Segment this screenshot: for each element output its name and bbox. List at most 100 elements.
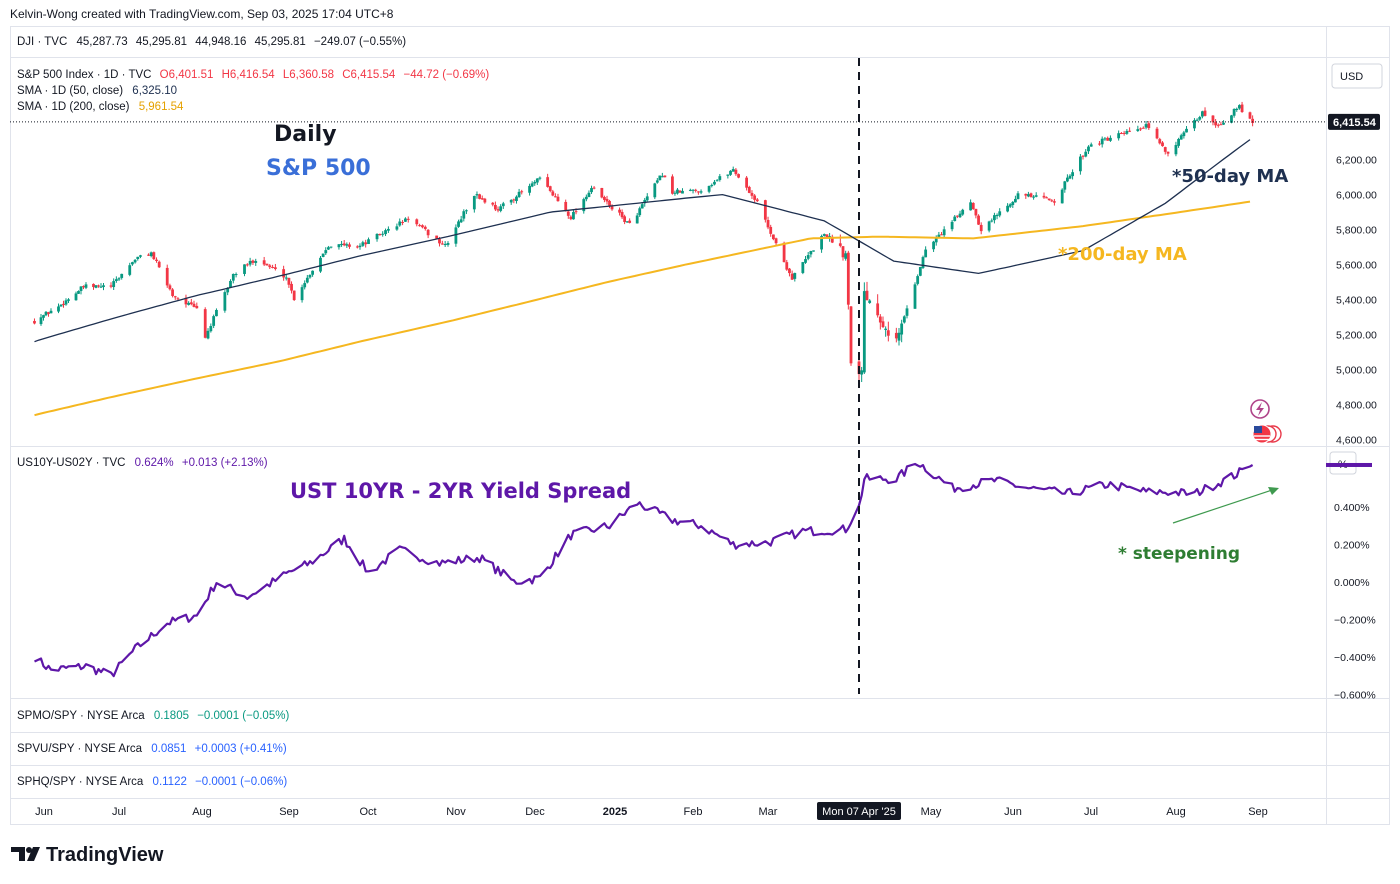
candle-body xyxy=(838,243,842,246)
sma50-value: 6,325.10 xyxy=(132,85,177,97)
tradingview-logo[interactable]: TradingView xyxy=(11,844,164,866)
candle-body xyxy=(300,287,304,301)
candle-body xyxy=(268,265,272,268)
time-tick-label: Dec xyxy=(525,806,545,818)
sma200-line xyxy=(34,200,1251,417)
candle-body xyxy=(653,183,657,198)
candle-body xyxy=(934,237,938,243)
time-tick-label: Sep xyxy=(279,806,299,818)
candle-body xyxy=(894,332,898,339)
candle-body xyxy=(189,302,193,305)
candle-body xyxy=(825,234,829,239)
candle-body xyxy=(569,216,573,220)
candle-body xyxy=(229,280,232,288)
candle-body xyxy=(327,247,330,250)
candlesticks xyxy=(33,101,1255,384)
candle-body xyxy=(553,196,557,198)
candle-body xyxy=(1034,195,1038,197)
candle-body xyxy=(731,169,735,172)
candle-body xyxy=(117,278,121,280)
candle-body xyxy=(1063,181,1067,190)
candle-body xyxy=(1136,129,1140,131)
candle-body xyxy=(128,265,132,275)
time-tick-label: Oct xyxy=(359,806,376,818)
candle-body xyxy=(515,196,518,202)
candle-body xyxy=(395,226,399,230)
candle-body xyxy=(737,174,740,178)
ratio-symbol: SPMO/SPY · NYSE Arca xyxy=(17,710,145,722)
candle-body xyxy=(678,190,682,193)
candle-body xyxy=(1195,119,1199,121)
us-flag-icon[interactable] xyxy=(1252,424,1282,444)
trend-arrow xyxy=(1172,487,1279,524)
spread-legend[interactable]: US10Y-US02Y · TVC 0.624% +0.013 (+2.13%) xyxy=(17,457,268,469)
candle-body xyxy=(209,326,213,332)
candle-body xyxy=(913,284,917,309)
ratio-pane-spmo[interactable]: SPMO/SPY · NYSE Arca 0.1805 −0.0001 (−0.… xyxy=(17,710,289,722)
candle-body xyxy=(483,198,487,203)
time-tick-label: Jun xyxy=(1004,806,1022,818)
candle-body xyxy=(924,249,928,258)
price-tick-label: 5,400.00 xyxy=(1336,295,1377,307)
candle-body xyxy=(574,211,578,213)
candle-body xyxy=(623,216,627,223)
candle-body xyxy=(418,225,422,227)
candle-body xyxy=(438,239,441,244)
candle-body xyxy=(99,286,103,288)
ratio-pane-sphq[interactable]: SPHQ/SPY · NYSE Arca 0.1122 −0.0001 (−0.… xyxy=(17,776,287,788)
candle-body xyxy=(282,269,286,278)
dji-pane-legend[interactable]: DJI · TVC 45,287.73 45,295.81 44,948.16 … xyxy=(17,36,406,48)
candle-body xyxy=(1081,155,1085,157)
candle-body xyxy=(62,303,65,306)
candle-body xyxy=(793,272,797,279)
candle-body xyxy=(755,199,759,202)
candle-body xyxy=(386,228,390,231)
price-tick-label: 5,600.00 xyxy=(1336,260,1377,272)
candle-body xyxy=(287,277,291,285)
price-tick-label: 5,200.00 xyxy=(1336,330,1377,342)
candle-body xyxy=(1117,133,1121,139)
spx-close: C6,415.54 xyxy=(342,69,396,81)
pane-borders xyxy=(10,26,1390,825)
candle-body xyxy=(212,316,216,326)
ratio-symbol: SPHQ/SPY · NYSE Arca xyxy=(17,776,144,788)
candle-body xyxy=(961,209,965,215)
candle-body xyxy=(187,302,191,305)
candle-body xyxy=(1141,127,1145,129)
candle-body xyxy=(1011,201,1015,206)
candle-body xyxy=(715,180,719,182)
candle-body xyxy=(608,200,611,206)
ratio-pane-spvu[interactable]: SPVU/SPY · NYSE Arca 0.0851 +0.0003 (+0.… xyxy=(17,743,287,755)
candle-body xyxy=(364,242,368,245)
candle-body xyxy=(820,236,823,250)
candle-body xyxy=(171,289,174,296)
candle-body xyxy=(39,317,43,325)
candle-body xyxy=(726,174,730,176)
spread-symbol: US10Y-US02Y · TVC xyxy=(17,457,125,469)
lightning-icon[interactable] xyxy=(1250,399,1270,419)
time-axis: Jun Jul Aug Sep Oct Nov Dec 2025 Feb Mar May Jun Jul… xyxy=(35,806,1268,818)
candle-body xyxy=(1211,115,1215,123)
candle-body xyxy=(673,192,677,194)
currency-button[interactable]: USD xyxy=(1331,63,1383,89)
ma50-annotation: *50-day MA xyxy=(1172,166,1288,187)
candle-body xyxy=(785,262,789,270)
index-name-label: S&P 500 xyxy=(266,156,371,181)
candle-body xyxy=(262,260,266,265)
candle-body xyxy=(475,194,479,196)
spx-legend[interactable]: S&P 500 Index · 1D · TVC O6,401.51 H6,41… xyxy=(17,69,489,113)
candle-body xyxy=(862,291,866,373)
time-tick-label: Feb xyxy=(684,806,703,818)
candle-body xyxy=(131,262,134,265)
candle-body xyxy=(480,198,484,200)
candle-body xyxy=(902,316,906,323)
candle-body xyxy=(782,242,786,263)
candle-body xyxy=(340,243,343,246)
candle-body xyxy=(251,260,255,263)
candle-body xyxy=(114,279,118,281)
candle-body xyxy=(1089,144,1093,147)
candle-body xyxy=(1163,147,1167,152)
candle-body xyxy=(243,264,246,274)
date-marker: Mon 07 Apr '25 xyxy=(817,802,901,820)
candle-body xyxy=(223,292,227,311)
